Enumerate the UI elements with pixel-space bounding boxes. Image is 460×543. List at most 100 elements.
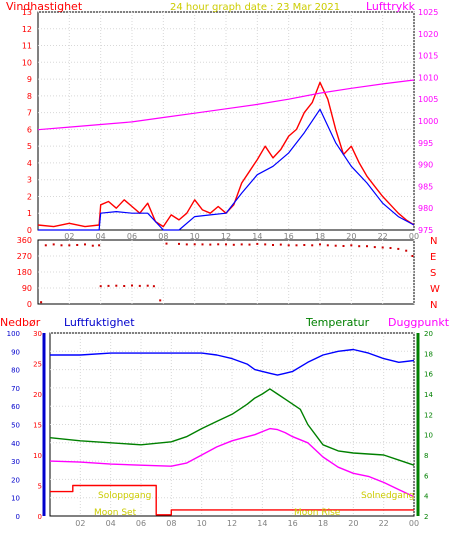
rain-line: [50, 484, 414, 516]
x-tick-08: 08: [158, 232, 168, 241]
compass-E-3: E: [430, 252, 436, 263]
x-tick-00: 00: [409, 519, 419, 528]
direction-point: [115, 284, 118, 287]
x-tick-20: 20: [348, 519, 358, 528]
temperature-line: [49, 388, 415, 466]
graph-date-title: 24 hour graph date : 23 Mar 2021: [170, 2, 340, 13]
direction-point: [287, 244, 290, 247]
sunset-annotation: Solnedgang: [361, 491, 414, 501]
direction-point: [201, 243, 204, 246]
direction-point: [342, 245, 345, 247]
direction-point: [397, 247, 400, 250]
direction-point: [358, 245, 361, 248]
x-tick-10: 10: [190, 232, 200, 241]
temp-tick-8: 8: [424, 452, 428, 460]
rain-tick-15: 15: [33, 422, 42, 430]
wind-tick-8: 8: [27, 92, 32, 101]
direction-point: [264, 243, 267, 246]
moonrise-annotation: Moon Rise: [294, 508, 341, 518]
x-tick-22: 22: [378, 232, 388, 241]
x-tick-14: 14: [257, 519, 267, 528]
direction-point: [138, 284, 141, 287]
wind-tick-7: 7: [27, 109, 32, 118]
direction-point: [107, 284, 110, 287]
humidity-tick-90: 90: [11, 348, 20, 356]
rain-tick-30: 30: [33, 330, 42, 338]
humidity-tick-60: 60: [11, 403, 20, 411]
wind-speed-title: Vindhastighet: [6, 0, 83, 13]
wind-tick-5: 5: [27, 142, 32, 151]
humidity-tick-30: 30: [11, 458, 20, 466]
direction-point: [98, 244, 101, 247]
direction-point: [68, 244, 71, 247]
wind-tick-10: 10: [22, 58, 32, 67]
temp-tick-6: 6: [424, 472, 429, 480]
rain-humidity-temp-grid: [50, 332, 415, 516]
humidity-tick-50: 50: [11, 422, 20, 430]
wind-tick-11: 11: [22, 42, 32, 51]
humidity-tick-0: 0: [16, 513, 20, 521]
wind-speed-line: [37, 81, 415, 228]
x-tick-16: 16: [284, 232, 294, 241]
rain-tick-5: 5: [38, 483, 42, 491]
temp-tick-18: 18: [424, 350, 433, 358]
x-tick-02: 02: [64, 232, 74, 241]
direction-point: [91, 244, 94, 247]
direction-point: [373, 246, 376, 249]
x-tick-14: 14: [252, 232, 262, 241]
direction-point: [303, 244, 306, 246]
wind-tick-13: 13: [22, 8, 32, 17]
pressure-title: Lufttrykk: [366, 0, 416, 13]
x-tick-06: 06: [136, 519, 146, 528]
direction-tick-0: 0: [27, 300, 32, 309]
direction-point: [232, 243, 235, 246]
compass-N-4: N: [430, 236, 437, 247]
wind-direction-frame: [37, 239, 415, 305]
wind-tick-2: 2: [27, 192, 32, 201]
direction-point: [159, 299, 162, 302]
direction-tick-90: 90: [22, 284, 32, 293]
direction-point: [52, 243, 55, 246]
wind-pressure-series: [37, 79, 415, 231]
wind-pressure-panel: 0123456789101112139759809859909951000100…: [6, 0, 438, 241]
wind-direction-series: [40, 242, 414, 304]
x-tick-04: 04: [96, 232, 106, 241]
direction-point: [152, 285, 155, 288]
direction-point: [389, 247, 392, 249]
direction-point: [256, 242, 259, 245]
x-tick-12: 12: [227, 519, 237, 528]
wind-tick-9: 9: [27, 75, 32, 84]
temp-tick-20: 20: [424, 330, 433, 338]
x-tick-20: 20: [346, 232, 356, 241]
temp-tick-2: 2: [424, 513, 428, 521]
direction-point: [209, 243, 212, 246]
wind-tick-12: 12: [22, 25, 32, 34]
direction-point: [366, 245, 368, 248]
pressure-tick-985: 985: [418, 182, 433, 191]
direction-point: [193, 243, 196, 246]
moonset-annotation: Moon Set: [94, 508, 137, 518]
direction-point: [311, 244, 314, 247]
x-tick-18: 18: [318, 519, 328, 528]
dewpoint-header: Duggpunkt: [388, 316, 450, 329]
pressure-tick-995: 995: [418, 139, 433, 148]
direction-point: [131, 284, 133, 287]
pressure-tick-1020: 1020: [418, 30, 438, 39]
direction-point: [76, 244, 79, 246]
humidity-tick-80: 80: [11, 367, 20, 375]
wind-tick-4: 4: [27, 159, 32, 168]
temperature-header: Temperatur: [305, 316, 370, 329]
rain-humidity-temp-axes: 0510152025300102030405060708090100246810…: [7, 330, 434, 528]
x-tick-10: 10: [197, 519, 207, 528]
wind-pressure-frame: [37, 11, 415, 231]
wind-average-line: [38, 108, 415, 231]
wind-pressure-axes: 0123456789101112139759809859909951000100…: [22, 8, 439, 241]
direction-tick-180: 180: [17, 268, 32, 277]
x-tick-06: 06: [127, 232, 137, 241]
pressure-tick-1025: 1025: [418, 8, 438, 17]
temp-tick-14: 14: [424, 391, 433, 399]
direction-point: [381, 246, 384, 249]
